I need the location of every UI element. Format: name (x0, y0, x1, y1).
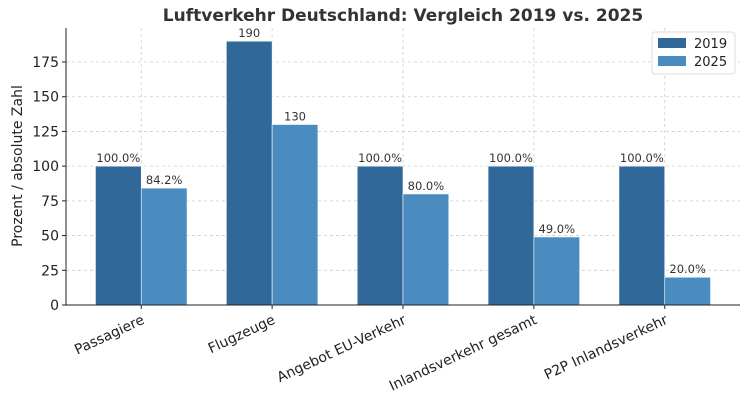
legend-swatch-2019 (658, 38, 686, 48)
bar-2019 (487, 165, 535, 306)
data-label: 100.0% (620, 151, 664, 165)
bar-2025 (664, 276, 711, 306)
data-label: 130 (284, 109, 306, 123)
bar-2019 (95, 165, 142, 306)
y-tick-label: 75 (41, 194, 59, 210)
chart-title: Luftverkehr Deutschland: Vergleich 2019 … (163, 6, 643, 26)
bar-2019 (618, 165, 666, 306)
legend-swatch-2025 (658, 56, 686, 66)
x-tick-label: Flugzeuge (206, 312, 278, 357)
bar-2025 (402, 193, 450, 306)
y-axis-label: Prozent / absolute Zahl (10, 85, 26, 247)
x-tick-label: Passagiere (72, 312, 147, 358)
y-tick-label: 125 (32, 124, 59, 140)
data-label: 100.0% (358, 151, 402, 165)
bar-2019 (226, 40, 273, 306)
data-label: 100.0% (96, 151, 140, 165)
y-tick-label: 50 (41, 229, 59, 245)
y-tick-label: 25 (41, 263, 59, 279)
legend-label: 2025 (694, 55, 727, 70)
data-label: 100.0% (489, 151, 533, 165)
bar-2019 (356, 165, 404, 306)
legend-label: 2019 (694, 37, 727, 52)
data-label: 84.2% (146, 173, 183, 187)
data-label: 190 (238, 26, 260, 40)
y-tick-label: 150 (32, 90, 59, 106)
x-tick-label: Inlandsverkehr gesamt (387, 312, 540, 395)
data-label: 20.0% (669, 262, 706, 276)
legend: 2019 2025 (651, 31, 736, 75)
bar-2025 (140, 187, 188, 306)
y-tick-label: 0 (50, 298, 59, 314)
y-tick-label: 175 (32, 55, 59, 71)
bar-2025 (533, 236, 580, 306)
data-label: 49.0% (539, 222, 576, 236)
bars: 100.0% 190 100.0% 100.0% 100.0% 84.2% 130 80.0%… (95, 26, 711, 306)
data-label: 80.0% (408, 179, 445, 193)
y-tick-label: 100 (32, 159, 59, 175)
bar-2025 (271, 124, 319, 306)
x-tick-label: P2P Inlandsverkehr (542, 312, 671, 383)
x-tick-label: Angebot EU-Verkehr (275, 312, 409, 386)
